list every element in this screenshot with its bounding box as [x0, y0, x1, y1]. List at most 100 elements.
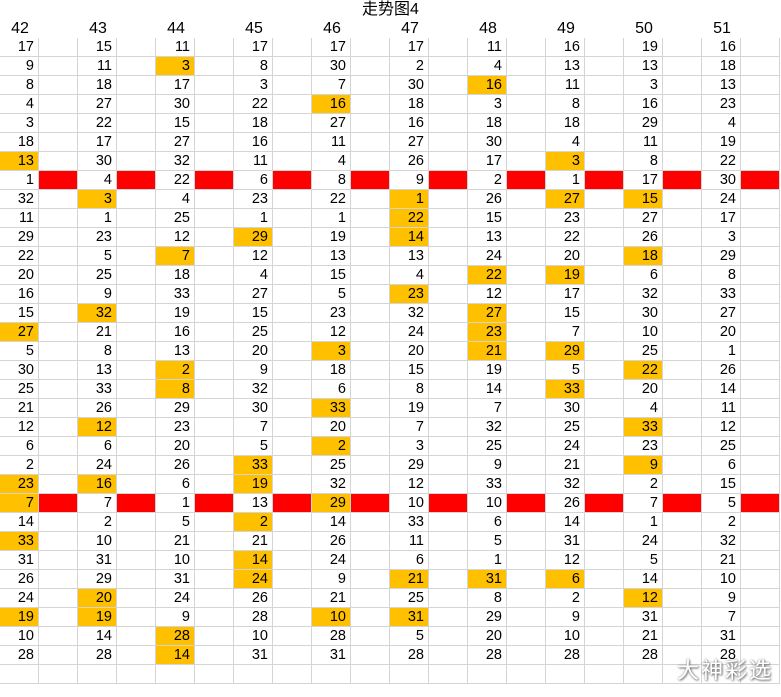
grid-cell: 21 [156, 532, 195, 551]
blank-cell [663, 342, 702, 361]
grid-cell: 10 [156, 551, 195, 570]
grid-cell: 21 [468, 342, 507, 361]
grid-cell: 11 [390, 532, 429, 551]
grid-cell: 25 [702, 437, 741, 456]
blank-cell [507, 133, 546, 152]
blank-cell [273, 95, 312, 114]
blank-cell [507, 304, 546, 323]
blank-cell [585, 323, 624, 342]
grid-cell: 17 [312, 38, 351, 57]
watermark-text: 大神彩选 [676, 658, 773, 683]
grid-cell: 20 [156, 437, 195, 456]
grid-cell: 27 [156, 133, 195, 152]
grid-cell: 13 [546, 57, 585, 76]
blank-cell [273, 570, 312, 589]
blank-cell [273, 38, 312, 57]
blank-cell [351, 342, 390, 361]
grid-cell: 16 [390, 114, 429, 133]
grid-cell: 22 [546, 228, 585, 247]
blank-cell [585, 380, 624, 399]
column-header: 49 [557, 20, 575, 37]
grid-cell: 1 [234, 209, 273, 228]
grid-cell: 8 [624, 152, 663, 171]
blank-cell [117, 456, 156, 475]
grid-cell: 18 [312, 361, 351, 380]
separator-block [39, 494, 78, 513]
grid-cell: 3 [624, 76, 663, 95]
blank-cell [195, 133, 234, 152]
grid-cell: 15 [624, 190, 663, 209]
grid-cell: 11 [156, 38, 195, 57]
blank-cell [507, 57, 546, 76]
blank-cell [741, 76, 780, 95]
blank-cell [39, 646, 78, 665]
grid-cell: 26 [0, 570, 39, 589]
blank-cell [741, 266, 780, 285]
blank-cell [429, 152, 468, 171]
blank-cell [195, 437, 234, 456]
grid-cell: 24 [78, 456, 117, 475]
grid-cell: 5 [312, 285, 351, 304]
grid-cell: 9 [390, 171, 429, 190]
grid-cell: 10 [546, 627, 585, 646]
grid-cell: 7 [468, 399, 507, 418]
grid-cell: 33 [0, 532, 39, 551]
blank-cell [741, 152, 780, 171]
grid-cell: 8 [546, 95, 585, 114]
blank-cell [585, 475, 624, 494]
blank-cell [39, 228, 78, 247]
grid-cell: 28 [390, 646, 429, 665]
grid-cell: 29 [78, 570, 117, 589]
blank-cell [39, 437, 78, 456]
grid-cell: 22 [312, 190, 351, 209]
grid-cell: 8 [234, 57, 273, 76]
blank-cell [741, 323, 780, 342]
blank-cell [351, 190, 390, 209]
blank-cell [39, 532, 78, 551]
grid-cell: 4 [702, 114, 741, 133]
grid-cell: 21 [312, 589, 351, 608]
grid-cell: 31 [702, 627, 741, 646]
blank-cell [663, 399, 702, 418]
grid-cell: 24 [156, 589, 195, 608]
blank-cell [39, 57, 78, 76]
blank-cell [663, 418, 702, 437]
grid-cell: 2 [390, 57, 429, 76]
blank-cell [351, 323, 390, 342]
blank-cell [117, 361, 156, 380]
blank-cell [702, 665, 741, 684]
blank-cell [351, 76, 390, 95]
grid-cell: 13 [156, 342, 195, 361]
grid-cell: 16 [78, 475, 117, 494]
grid-cell: 15 [0, 304, 39, 323]
blank-cell [507, 399, 546, 418]
blank-cell [585, 437, 624, 456]
blank-cell [663, 209, 702, 228]
grid-cell: 8 [0, 76, 39, 95]
grid-cell: 18 [702, 57, 741, 76]
blank-cell [39, 456, 78, 475]
grid-cell: 7 [702, 608, 741, 627]
grid-cell: 16 [468, 76, 507, 95]
blank-cell [663, 95, 702, 114]
grid-cell: 17 [0, 38, 39, 57]
blank-cell [195, 532, 234, 551]
blank-cell [741, 589, 780, 608]
blank-cell [117, 285, 156, 304]
grid-cell: 12 [624, 589, 663, 608]
grid-cell: 6 [234, 171, 273, 190]
grid-cell: 16 [624, 95, 663, 114]
grid-cell: 5 [234, 437, 273, 456]
grid-cell: 16 [234, 133, 273, 152]
grid-cell: 13 [78, 361, 117, 380]
grid-cell: 7 [0, 494, 39, 513]
grid-cell: 20 [468, 627, 507, 646]
grid-cell: 26 [156, 456, 195, 475]
blank-cell [117, 513, 156, 532]
grid-cell: 8 [702, 266, 741, 285]
blank-cell [429, 399, 468, 418]
blank-cell [507, 551, 546, 570]
blank-cell [741, 608, 780, 627]
grid-cell: 21 [0, 399, 39, 418]
grid-cell: 6 [702, 456, 741, 475]
